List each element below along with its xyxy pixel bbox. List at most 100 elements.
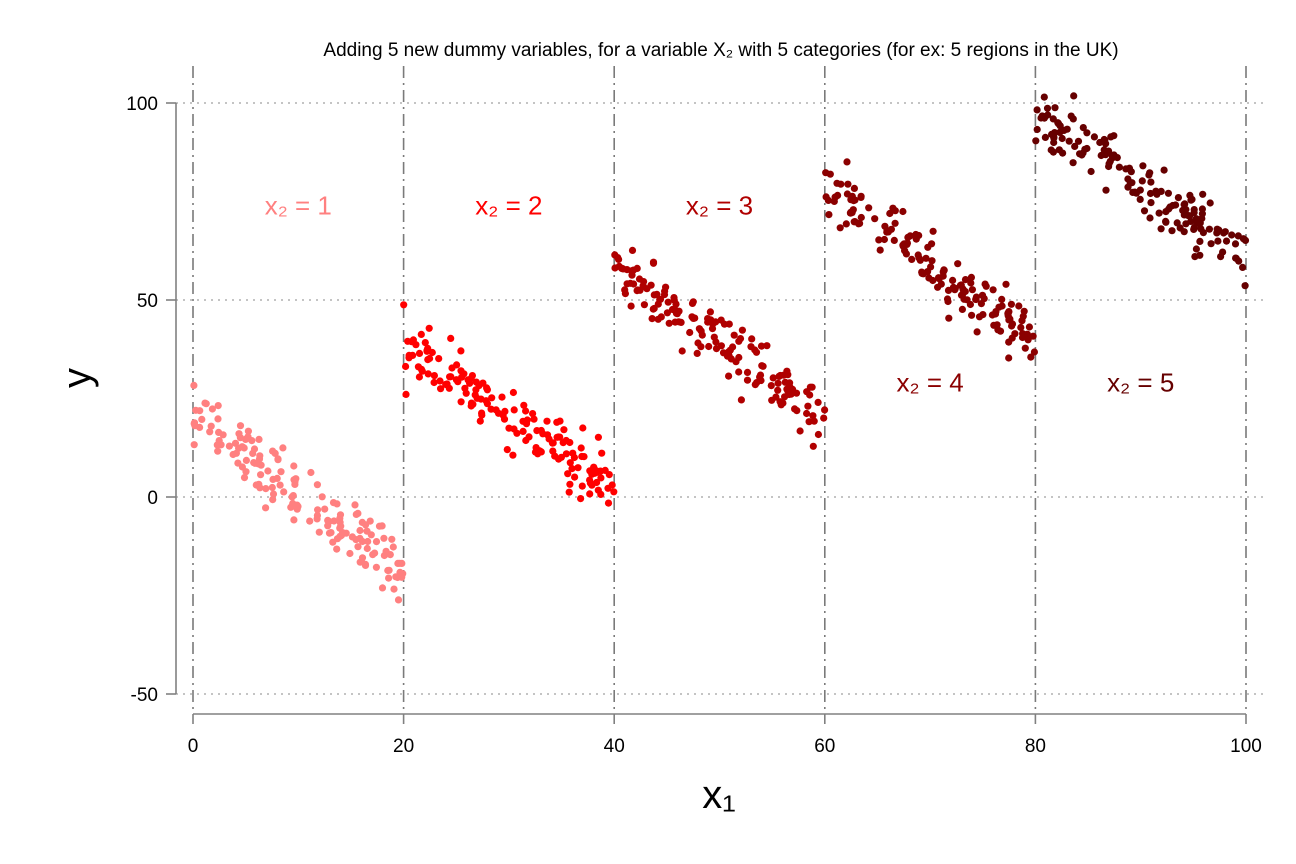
data-point (884, 228, 892, 236)
data-point (1206, 199, 1214, 207)
data-point (1162, 218, 1170, 226)
data-point (1169, 201, 1177, 210)
data-point (707, 316, 715, 324)
data-point (784, 387, 792, 395)
data-point (215, 437, 223, 445)
data-point (996, 327, 1005, 335)
data-point (693, 349, 701, 357)
data-point (529, 410, 537, 418)
data-point (190, 381, 198, 389)
data-point (509, 451, 517, 459)
data-point (1007, 300, 1016, 308)
data-point (256, 452, 264, 460)
data-point (219, 431, 227, 439)
data-point (837, 180, 845, 188)
data-point (478, 411, 486, 419)
data-point (1011, 330, 1019, 338)
data-point (1124, 183, 1132, 191)
data-point (919, 270, 928, 278)
data-point (1160, 166, 1168, 174)
data-point (774, 386, 782, 394)
data-point (314, 506, 322, 514)
data-point (580, 453, 588, 461)
data-point (417, 365, 425, 373)
data-point (257, 471, 265, 479)
data-point (1027, 353, 1035, 361)
data-point (1049, 148, 1057, 156)
data-point (519, 427, 527, 435)
data-point (385, 574, 393, 582)
data-point (409, 351, 417, 359)
data-point (257, 461, 265, 469)
data-point (732, 358, 740, 366)
data-point (660, 291, 669, 299)
chart-title: Adding 5 new dummy variables, for a vari… (323, 40, 1118, 61)
data-point (380, 534, 388, 542)
data-point (826, 170, 834, 178)
data-point (730, 331, 738, 339)
data-point (543, 417, 551, 425)
data-point (520, 401, 528, 409)
data-point (389, 543, 397, 551)
data-point (415, 349, 424, 357)
data-point (307, 468, 315, 477)
data-point (990, 321, 998, 329)
data-point (937, 280, 945, 288)
data-point (280, 488, 288, 496)
data-point (891, 207, 899, 215)
data-point (738, 326, 747, 334)
data-point (577, 444, 585, 452)
data-point (1199, 229, 1207, 237)
data-point (1241, 282, 1249, 290)
data-point (214, 447, 222, 455)
data-point (577, 495, 585, 503)
data-point (1168, 227, 1176, 235)
data-point (535, 447, 544, 455)
data-point (523, 416, 531, 424)
data-point (408, 338, 416, 346)
data-point (509, 388, 517, 397)
data-point (891, 219, 899, 227)
data-point (594, 433, 603, 441)
data-point (553, 433, 561, 441)
data-point (1199, 190, 1207, 198)
data-point (806, 391, 814, 399)
y-axis-label: y (55, 368, 99, 388)
data-point (945, 314, 953, 322)
data-point (1018, 333, 1027, 342)
data-point (255, 435, 263, 443)
data-point (382, 547, 390, 555)
data-point (244, 433, 252, 441)
data-point (951, 284, 959, 292)
series-1 (190, 381, 407, 604)
data-point (705, 342, 713, 351)
data-point (196, 423, 204, 431)
data-point (315, 528, 323, 536)
data-point (510, 406, 518, 414)
data-point (809, 442, 817, 450)
data-point (214, 415, 222, 423)
data-point (290, 516, 298, 524)
category-label: x₂ = 2 (475, 190, 542, 220)
data-point (276, 481, 284, 489)
data-point (351, 501, 359, 509)
data-point (689, 298, 697, 306)
data-point (758, 362, 766, 370)
data-point (635, 275, 644, 283)
data-point (562, 450, 571, 458)
data-point (1059, 149, 1067, 157)
data-point (654, 315, 662, 323)
data-point (908, 255, 916, 263)
data-point (530, 415, 538, 423)
data-point (457, 398, 465, 406)
data-point (1002, 280, 1010, 288)
data-point (634, 286, 642, 294)
data-point (982, 282, 990, 290)
category-label: x₂ = 1 (265, 190, 332, 220)
data-point (615, 262, 623, 270)
data-point (610, 488, 618, 496)
data-point (989, 286, 997, 294)
data-point (289, 492, 297, 500)
data-point (269, 447, 277, 455)
data-point (1090, 133, 1098, 141)
